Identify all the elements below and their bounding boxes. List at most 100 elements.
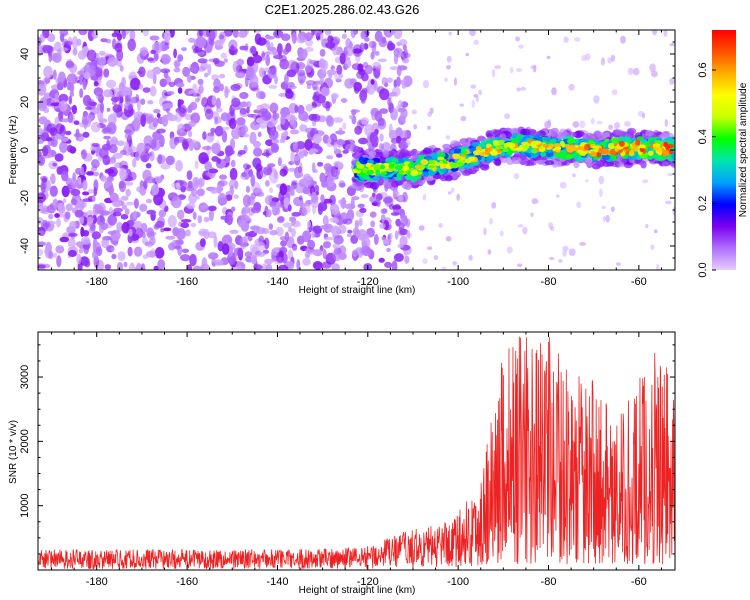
spectrogram-cell [135,94,140,103]
spectrogram-cell [274,75,278,85]
spectrogram-cell [504,113,511,120]
spectrogram-cell [246,106,250,114]
spectrogram-cell [397,194,404,203]
spectrogram-cell [269,201,277,208]
colorbar-tick-label: 0.4 [697,129,709,144]
spectrogram-cell [213,78,221,90]
spectrogram-cell [188,37,196,43]
spectrogram-cell [373,163,381,170]
spectrogram-cell [121,76,126,88]
spectrogram-cell [211,156,220,162]
spectrogram-cell [410,170,419,177]
spectrogram-cell [86,99,95,104]
spectrogram-cell [270,64,277,75]
spectrogram-cell [371,41,377,54]
spectrogram-cell [102,127,112,133]
spectrogram-cell [332,243,340,249]
spectrogram-cell [287,59,297,71]
spectrogram-cell [384,261,393,268]
spectrogram-cell [68,95,73,105]
spectrogram-cell [106,176,114,183]
spectrogram-cell [492,139,499,147]
spectrogram-cell [164,75,171,85]
snr-panel: -180 -160 -140 -120 -100 -80 -60 100020003000 … [8,331,676,596]
spectrogram-cell [433,255,439,261]
spectrogram-cell [516,147,522,152]
spectrogram-cell [83,71,91,80]
spectrogram-cell [211,95,217,106]
spectrogram-cell [582,146,588,152]
spectrogram-cell [156,128,166,134]
spectrogram-cell [510,127,519,135]
spectrogram-cell [288,226,293,233]
spectrogram-cell [609,142,615,149]
spectrogram-cell [454,77,457,86]
spectrogram-cell [572,121,580,128]
spectrogram-cell [65,203,73,212]
spectrogram-cell [55,245,65,254]
spectrogram-cell [469,30,476,37]
spectrogram-cell [451,171,458,179]
spectrogram-cell [655,263,660,270]
spectrogram-cell [257,131,262,138]
spectrogram-cell [147,57,155,62]
spectrogram-cell [280,114,286,125]
spectrogram-cell [394,50,398,55]
spectrogram-cell [517,224,524,228]
spectrogram-cell [441,266,447,270]
spectrogram-cell [90,146,97,152]
colorbar-ticks: 0.0 0.2 0.4 0.6 [697,62,716,278]
spectrogram-cell [391,260,398,270]
spectrogram-cell [293,155,300,162]
spectrogram-cell [95,68,103,76]
spectrogram-cell [268,84,278,89]
spectrogram-cell [420,159,429,166]
spectrogram-cell [277,201,282,210]
spectrogram-cell [172,226,180,237]
x-tick-label: -140 [266,276,288,288]
spectrogram-cell [551,87,557,96]
spectrogram-cell [56,255,62,268]
spectrogram-cell [363,43,369,50]
spectrogram-cell [398,170,405,174]
spectrogram-cell [44,79,49,83]
spectrogram-cell [291,116,298,121]
spectrogram-cell [190,222,197,228]
spectrogram-cell [109,192,119,202]
spectrogram-cell [447,191,452,195]
spectrogram-cell [175,160,184,172]
spectrogram-cell [358,137,369,145]
spectrogram-cell [379,223,386,229]
spectrogram-cell [289,185,295,196]
spectrogram-cell [473,39,479,45]
spectrogram-cell [319,49,326,57]
spectrogram-cell [517,263,523,268]
spectrogram-cell [208,252,219,260]
spectrogram-cell [189,253,197,267]
spectrogram-cell [297,152,305,159]
spectrogram-y-axis: -40 -20 0 20 40 [19,29,675,271]
spectrogram-cell [593,95,600,104]
spectrogram-cell [93,81,99,87]
spectrogram-cell [270,249,276,263]
spectrogram-cell [160,228,165,233]
spectrogram-cell [277,264,289,270]
spectrogram-cell [214,125,224,137]
spectrogram-cell [228,179,239,189]
spectrogram-cell [120,195,129,201]
spectrogram-cell [253,109,260,114]
spectrogram-cell [600,57,606,66]
spectrogram-cell [138,84,144,90]
spectrogram-cell [205,108,212,114]
spectrogram-cell [117,251,126,262]
spectrogram-cell [116,49,124,62]
spectrogram-cell [418,164,426,170]
spectrogram-cell [375,193,383,201]
spectrogram-cell [321,180,328,188]
spectrogram-cell [555,194,560,198]
spectrogram-cell [124,132,132,141]
spectrogram-cell [618,131,626,138]
spectrogram-cell [65,60,75,68]
spectrogram-cell [377,118,387,130]
